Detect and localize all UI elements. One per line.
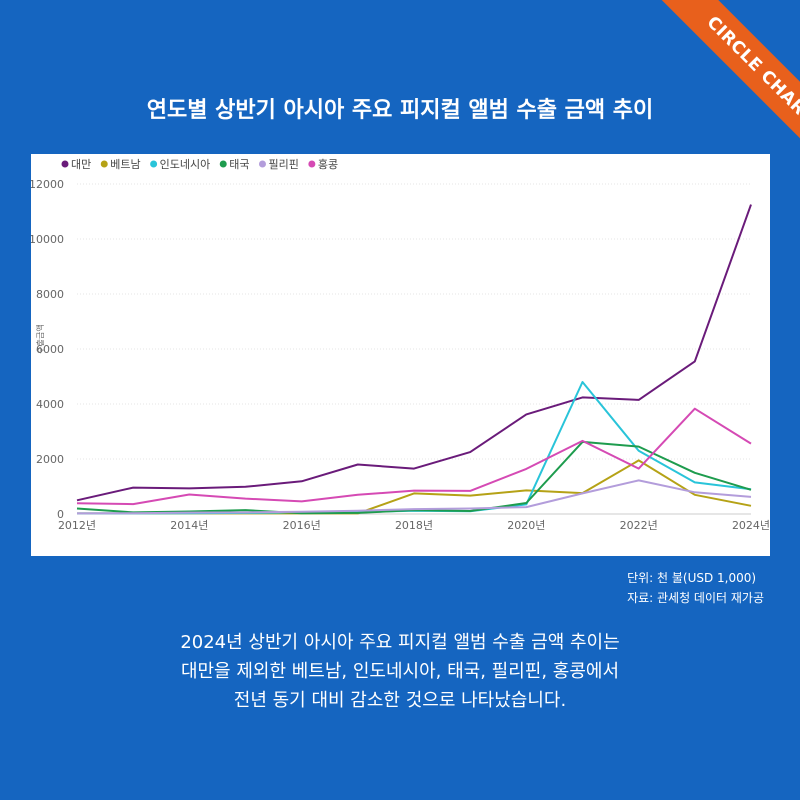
chart-title: 연도별 상반기 아시아 주요 피지컬 앨범 수출 금액 추이 bbox=[146, 98, 654, 123]
chart-panel: 0 2000 4000 6000 8000 10000 12000 2012년 2014년 201… bbox=[31, 154, 770, 556]
y-tick-label: 0 bbox=[57, 508, 64, 521]
y-tick-label: 6000 bbox=[36, 343, 64, 356]
legend-label: 필리핀 bbox=[268, 158, 298, 171]
source-note: 자료: 관세청 데이터 재가공 bbox=[627, 591, 764, 605]
legend-marker bbox=[219, 160, 227, 168]
caption-line-3: 전년 동기 대비 감소한 것으로 나타났습니다. bbox=[233, 690, 567, 711]
chart-notes: 단위: 천 불(USD 1,000) 자료: 관세청 데이터 재가공 bbox=[627, 568, 764, 608]
caption-line-2: 대만을 제외한 베트남, 인도네시아, 태국, 필리핀, 홍콩에서 bbox=[180, 661, 620, 682]
series-line-필리핀 bbox=[76, 479, 752, 515]
x-tick-label: 2016년 bbox=[283, 519, 321, 532]
legend-marker bbox=[258, 160, 266, 168]
x-tick-label: 2018년 bbox=[395, 519, 433, 532]
legend-marker bbox=[150, 160, 158, 168]
series-line-대만 bbox=[76, 204, 752, 502]
legend-label: 베트남 bbox=[110, 158, 140, 171]
x-tick-label: 2014년 bbox=[170, 519, 208, 532]
legend-marker bbox=[61, 160, 69, 168]
legend-label: 태국 bbox=[229, 158, 249, 171]
y-tick-label: 12000 bbox=[31, 178, 64, 191]
line-chart: 0 2000 4000 6000 8000 10000 12000 2012년 2014년 201… bbox=[31, 157, 770, 532]
x-tick-label: 2022년 bbox=[620, 519, 658, 532]
x-tick-label: 2020년 bbox=[507, 519, 545, 532]
summary-caption: 2024년 상반기 아시아 주요 피지컬 앨범 수출 금액 추이는 대만을 제외… bbox=[0, 628, 800, 715]
y-tick-label: 8000 bbox=[36, 288, 64, 301]
caption-line-1: 2024년 상반기 아시아 주요 피지컬 앨범 수출 금액 추이는 bbox=[180, 632, 620, 653]
legend-marker bbox=[308, 160, 316, 168]
y-axis-title: 수출금액 bbox=[35, 324, 45, 353]
unit-note: 단위: 천 불(USD 1,000) bbox=[627, 571, 757, 585]
series-line-태국 bbox=[76, 440, 752, 515]
legend-label: 인도네시아 bbox=[160, 158, 211, 171]
x-tick-label: 2012년 bbox=[58, 519, 96, 532]
legend-marker bbox=[100, 160, 108, 168]
x-tick-label: 2024년 bbox=[732, 519, 770, 532]
y-tick-label: 2000 bbox=[36, 453, 64, 466]
y-tick-label: 4000 bbox=[36, 398, 64, 411]
y-tick-label: 10000 bbox=[31, 233, 64, 246]
legend-label: 대만 bbox=[71, 158, 91, 171]
legend-label: 홍콩 bbox=[318, 157, 338, 171]
series-line-홍콩 bbox=[76, 407, 752, 506]
